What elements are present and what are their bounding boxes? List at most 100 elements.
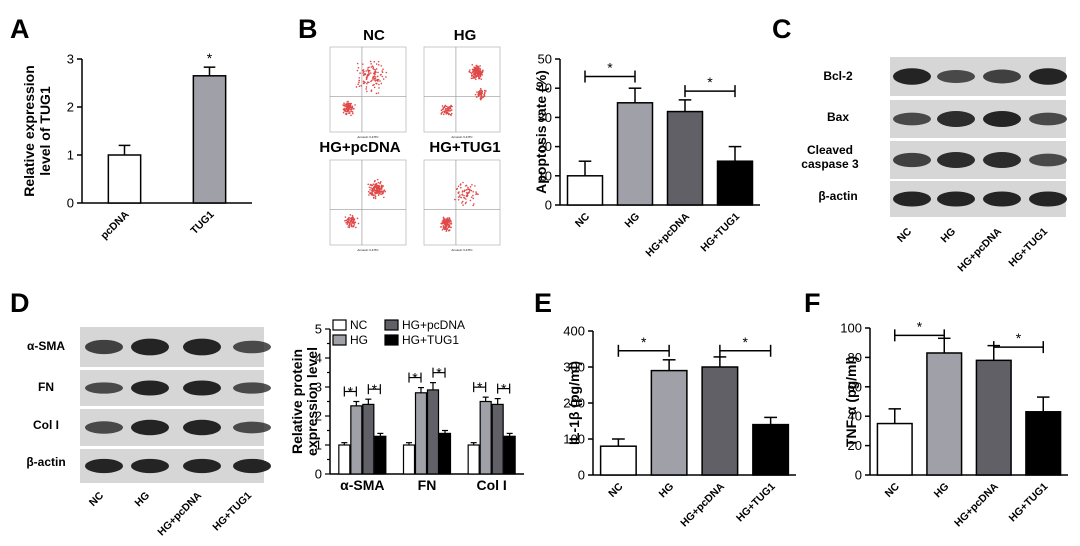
y-tick-label: 20: [538, 139, 552, 154]
flow-event: [442, 113, 445, 116]
flow-event: [480, 78, 483, 80]
flow-event: [374, 80, 377, 82]
flow-event: [377, 194, 380, 197]
flow-event: [484, 91, 486, 94]
flow-event: [352, 225, 355, 228]
flow-event: [469, 71, 472, 74]
flow-event: [461, 200, 464, 203]
blot-c-lane-hg-pcdna: HG+pcDNA: [955, 225, 1004, 274]
flow-event: [477, 72, 480, 75]
flow-event: [459, 184, 462, 186]
flow-event: [365, 88, 367, 90]
flow-event: [382, 68, 384, 70]
blot-c-label-bcl2: Bcl-2: [823, 69, 853, 83]
bar: [616, 102, 654, 206]
flow-event: [376, 185, 379, 188]
flow-event: [478, 92, 480, 95]
flow-event: [447, 219, 450, 222]
flow-event: [451, 109, 453, 111]
flow-event: [379, 80, 381, 82]
panel-label-f: F: [804, 288, 821, 318]
x-tick-label: HG+pcDNA: [643, 210, 692, 259]
flow-event: [380, 186, 383, 188]
flow-event: [464, 198, 467, 200]
flow-event: [377, 181, 380, 184]
bar: [599, 445, 637, 476]
flow-event: [470, 189, 473, 192]
flow-event: [446, 222, 448, 224]
flow-event: [374, 76, 377, 78]
flow-event: [348, 224, 351, 227]
flow-event: [385, 76, 387, 78]
y-axis-label: level of TUG1: [37, 86, 53, 176]
bar: [402, 444, 416, 475]
bar: [350, 405, 363, 475]
flow-event: [354, 104, 356, 106]
flow-event: [358, 81, 360, 84]
flow-event: [464, 185, 467, 187]
flow-event: [447, 110, 450, 112]
flow-event: [343, 102, 345, 105]
y-tick-label: 20: [848, 438, 862, 453]
flow-event: [457, 185, 460, 188]
blot-c-lane-nc: NC: [895, 225, 915, 245]
flow-event: [468, 188, 471, 191]
flow-event: [353, 218, 356, 221]
flow-event: [345, 103, 347, 106]
x-tick-label: FN: [418, 477, 437, 493]
blot-band: [893, 191, 931, 207]
blot-d-label-coli: Col I: [33, 418, 59, 432]
flow-event: [356, 62, 359, 65]
flow-event: [465, 201, 467, 204]
flow-event: [362, 74, 365, 77]
flow-event: [458, 191, 460, 193]
flow-plot-frame: [329, 159, 407, 246]
flow-event: [345, 222, 347, 224]
flow-event: [349, 105, 351, 108]
x-tick-label: HG: [932, 481, 952, 501]
flow-event: [469, 199, 472, 202]
flow-event: [380, 73, 382, 76]
flow-event: [440, 112, 443, 114]
legend-swatch: [332, 334, 347, 346]
bar: [975, 359, 1012, 476]
flow-event: [459, 194, 461, 196]
flow-event: [377, 64, 380, 66]
flow-event: [442, 219, 444, 222]
flow-event: [375, 71, 377, 74]
flow-event: [382, 185, 384, 187]
x-tick-label: HG: [657, 481, 677, 501]
blot-band: [131, 458, 169, 474]
flow-dot-plot: Annexin V-FITC: [329, 46, 407, 139]
flow-event: [344, 216, 347, 218]
flow-event: [446, 227, 449, 230]
flow-event: [471, 63, 474, 66]
flow-event: [485, 90, 487, 92]
y-tick-label: 40: [848, 409, 862, 424]
flow-event: [349, 220, 352, 222]
flow-event: [377, 186, 380, 189]
flow-event: [445, 230, 448, 232]
flow-event: [472, 73, 475, 75]
flow-event: [483, 95, 485, 98]
flow-event: [345, 110, 348, 113]
x-tick-label: HG+pcDNA: [952, 480, 1001, 529]
flow-event: [460, 186, 462, 189]
flow-event: [364, 81, 366, 84]
blot-band: [893, 152, 931, 168]
flow-event: [475, 76, 478, 78]
flow-event: [443, 228, 446, 231]
y-tick-label: 50: [538, 52, 552, 67]
flow-event: [461, 193, 464, 196]
flow-event: [372, 186, 375, 189]
flow-event: [373, 86, 376, 89]
y-tick-label: 0: [315, 467, 322, 482]
flow-event: [374, 73, 376, 76]
flow-event: [343, 104, 346, 106]
flow-event: [373, 77, 375, 79]
x-tick-label: HG: [622, 211, 642, 231]
flow-event: [445, 220, 447, 222]
legend-swatch: [384, 334, 399, 346]
blot-band: [893, 112, 931, 126]
flow-event: [449, 113, 452, 116]
